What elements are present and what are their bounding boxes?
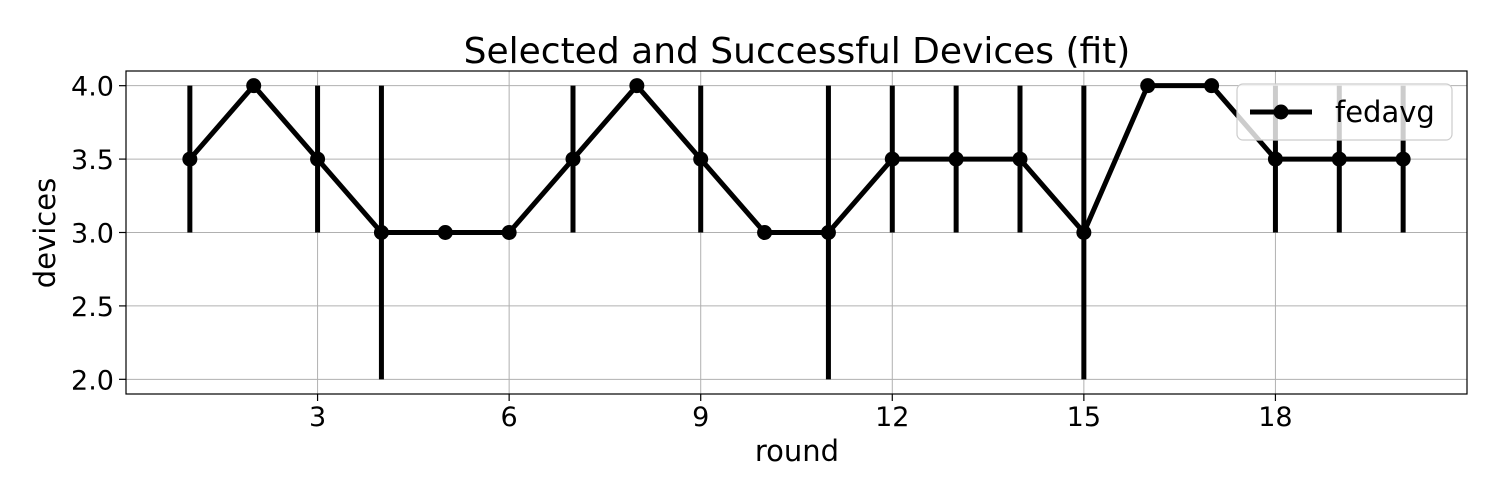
legend: fedavg xyxy=(1236,83,1453,141)
data-point xyxy=(565,151,581,167)
data-point xyxy=(757,225,773,240)
y-tick-label: 3.5 xyxy=(71,145,114,176)
x-tick-label: 9 xyxy=(692,402,709,433)
x-tick-label: 3 xyxy=(309,402,326,433)
data-point xyxy=(1267,151,1283,167)
series-lines xyxy=(187,83,1404,235)
data-point xyxy=(1012,151,1028,167)
y-tick-label: 2.0 xyxy=(71,365,114,396)
data-point xyxy=(1395,151,1411,167)
data-point xyxy=(373,225,389,240)
x-tick-label: 12 xyxy=(875,402,909,433)
y-tick-label: 4.0 xyxy=(71,72,114,103)
data-point xyxy=(501,225,517,240)
x-axis-label: round xyxy=(755,434,839,468)
data-point xyxy=(820,225,836,240)
data-point xyxy=(437,225,453,240)
data-point xyxy=(693,151,709,167)
data-point xyxy=(246,78,262,94)
legend-box xyxy=(1236,83,1453,141)
chart-title: Selected and Successful Devices (fit) xyxy=(464,31,1131,72)
y-tick-label: 2.5 xyxy=(71,292,114,323)
x-axis-ticks: 3 6 9 12 15 18 xyxy=(309,394,1293,433)
x-tick-label: 15 xyxy=(1067,402,1101,433)
data-point xyxy=(1204,78,1220,94)
data-point xyxy=(1076,225,1092,240)
x-tick-label: 6 xyxy=(501,402,518,433)
y-tick-label: 3.0 xyxy=(71,219,114,250)
data-points xyxy=(182,78,1411,240)
data-point xyxy=(948,151,964,167)
data-point xyxy=(884,151,900,167)
y-axis-label: devices xyxy=(28,178,62,288)
data-point xyxy=(310,151,326,167)
legend-marker-swatch xyxy=(1273,104,1289,120)
data-point xyxy=(1140,78,1156,94)
series-line-fedavg xyxy=(187,83,1404,235)
data-point xyxy=(1331,151,1347,167)
y-axis-ticks: 2.0 2.5 3.0 3.5 4.0 xyxy=(71,72,126,396)
legend-label-fedavg: fedavg xyxy=(1335,95,1435,129)
data-point xyxy=(182,151,198,167)
x-tick-label: 18 xyxy=(1258,402,1292,433)
data-point xyxy=(629,78,645,94)
